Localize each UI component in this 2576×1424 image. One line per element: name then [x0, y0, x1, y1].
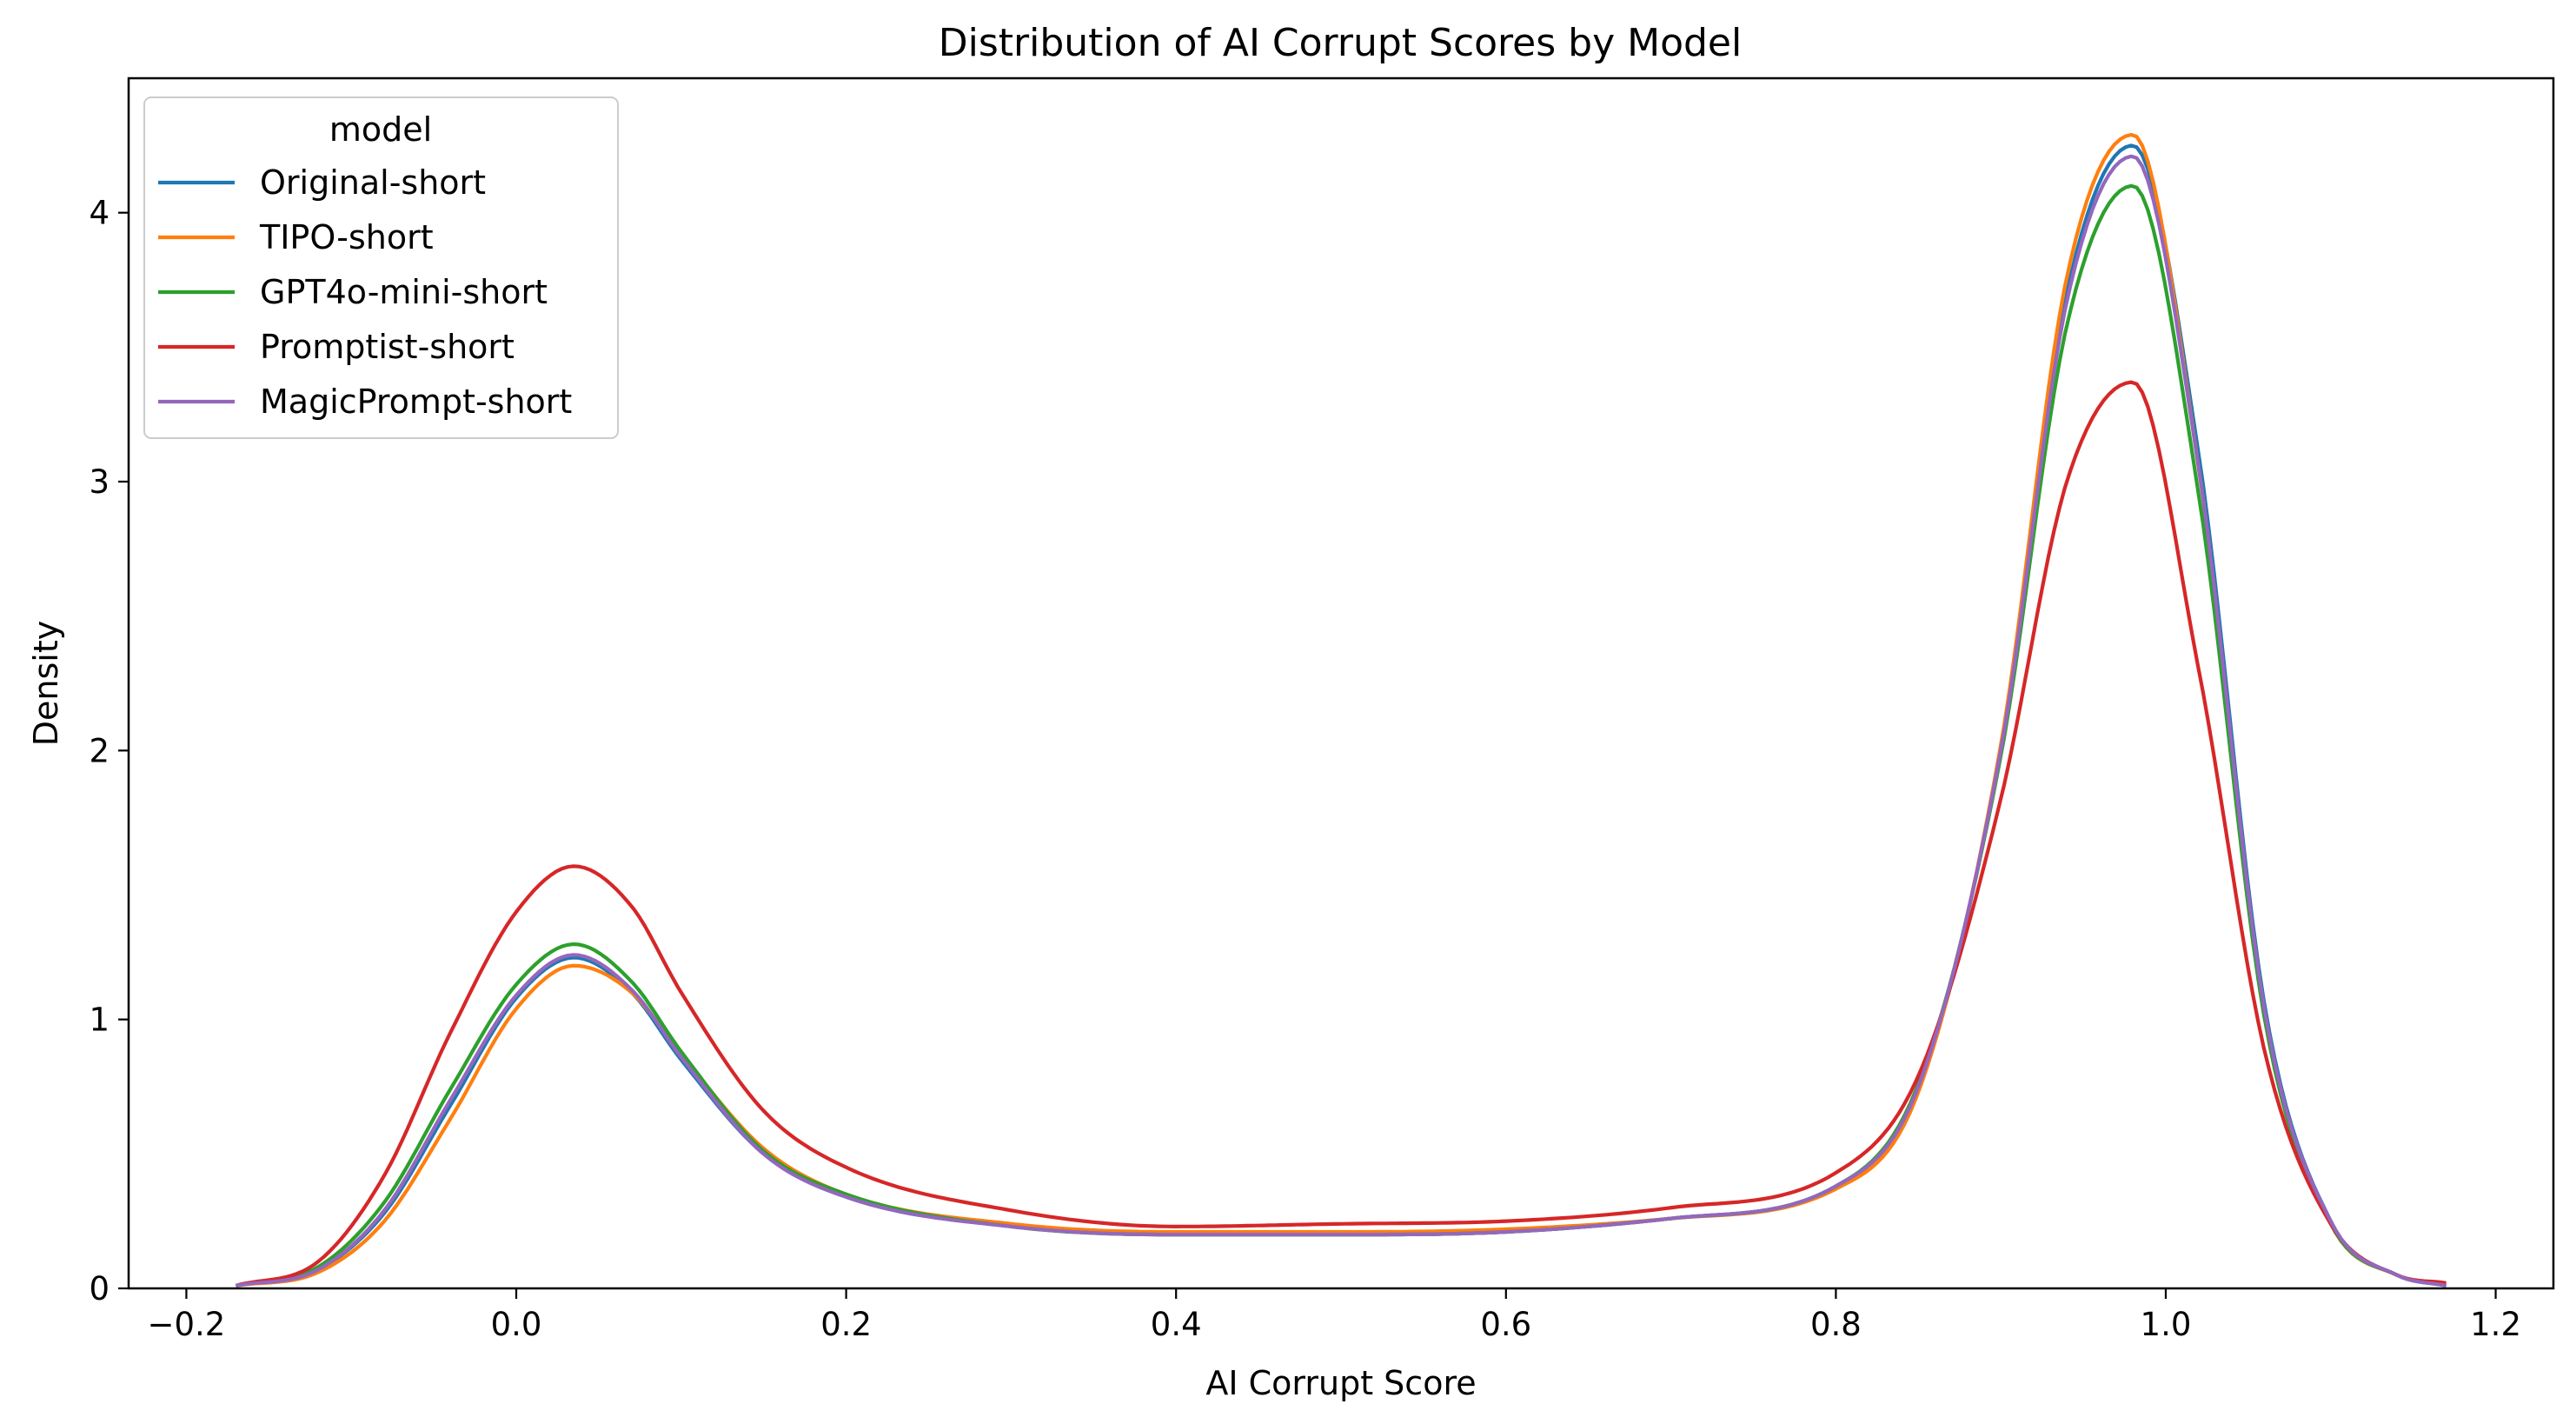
- y-tick-label: 4: [89, 195, 110, 232]
- y-axis-label: Density: [27, 621, 65, 746]
- y-tick-label: 1: [89, 1001, 110, 1039]
- x-tick-label: 0.2: [820, 1306, 872, 1343]
- legend-entries: Original-short TIPO-short GPT4o-mini-short…: [158, 163, 572, 421]
- legend-label: Original-short: [260, 163, 486, 202]
- series-line-2: [236, 132, 2447, 1288]
- y-tick-label: 2: [89, 732, 110, 769]
- x-tick-label: 0.8: [1810, 1306, 1862, 1343]
- series-layer: [235, 132, 2447, 1288]
- x-tick-label: 1.2: [2470, 1306, 2521, 1343]
- x-tick-label: 0.0: [491, 1306, 542, 1343]
- legend-title: model: [329, 110, 432, 149]
- legend-box: [143, 96, 619, 439]
- y-tick-label: 3: [89, 463, 110, 501]
- legend: model Original-short TIPO-short GPT4o-mini…: [143, 96, 619, 439]
- x-axis: −0.2 0.0 0.2 0.4 0.6 0.8 1.0 1.2: [147, 1288, 2521, 1343]
- legend-label: GPT4o-mini-short: [260, 273, 548, 311]
- x-tick-label: 0.6: [1480, 1306, 1531, 1343]
- y-axis: 0 1 2 3 4: [89, 195, 129, 1308]
- series-line-5: [236, 154, 2447, 1288]
- legend-label: TIPO-short: [259, 218, 434, 256]
- legend-label: Promptist-short: [260, 328, 515, 366]
- legend-label: MagicPrompt-short: [260, 383, 572, 421]
- x-tick-label: 0.4: [1151, 1306, 1202, 1343]
- plot-frame: [127, 77, 2555, 1290]
- chart-title: Distribution of AI Corrupt Scores by Mod…: [939, 21, 1742, 65]
- x-axis-label: AI Corrupt Score: [1205, 1364, 1476, 1402]
- series-line-4: [235, 380, 2447, 1288]
- x-tick-label: 1.0: [2141, 1306, 2192, 1343]
- plot-area: [127, 77, 2555, 1290]
- y-tick-label: 0: [89, 1270, 110, 1308]
- x-tick-label: −0.2: [147, 1306, 225, 1343]
